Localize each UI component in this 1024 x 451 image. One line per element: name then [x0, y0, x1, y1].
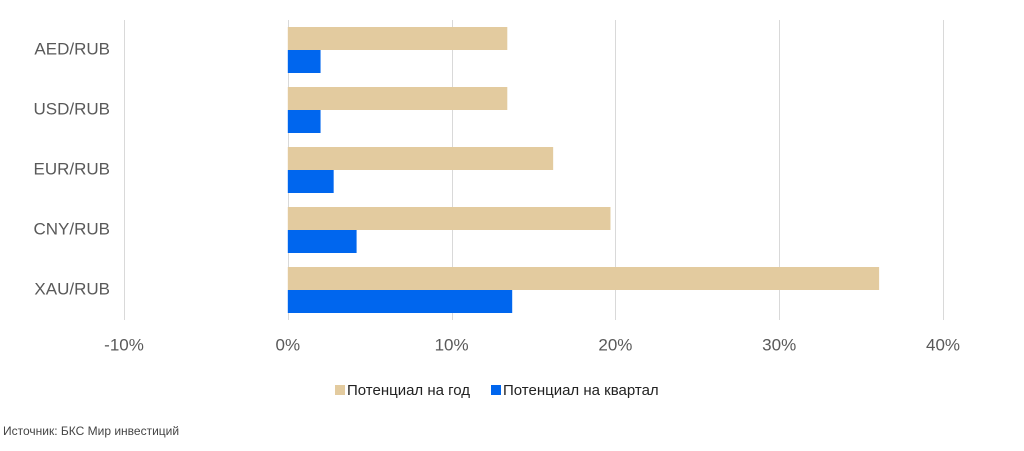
x-tick-label: 20%: [598, 335, 632, 354]
category-label: CNY/RUB: [33, 219, 110, 238]
bars: [287, 27, 880, 313]
bar-cny-rub-series-1: [287, 230, 357, 253]
category-label: USD/RUB: [33, 99, 110, 118]
category-label: AED/RUB: [34, 39, 110, 58]
bar-xau-rub-series-0: [287, 267, 880, 290]
category-label: XAU/RUB: [34, 279, 110, 298]
x-tick-label: 0%: [276, 335, 301, 354]
x-tick-label: 30%: [762, 335, 796, 354]
bar-usd-rub-series-1: [287, 110, 321, 133]
x-tick-labels: -10% 0% 10% 20% 30% 40%: [104, 335, 960, 354]
legend-label-0: Потенциал на год: [347, 382, 470, 399]
legend-label-1: Потенциал на квартал: [503, 382, 659, 399]
bar-xau-rub-series-1: [287, 290, 513, 313]
bar-eur-rub-series-0: [287, 147, 554, 170]
category-label: EUR/RUB: [33, 159, 110, 178]
bar-aed-rub-series-1: [287, 50, 321, 73]
x-tick-label: -10%: [104, 335, 144, 354]
bar-aed-rub-series-0: [287, 27, 508, 50]
bar-cny-rub-series-0: [287, 207, 611, 230]
category-labels: AED/RUB USD/RUB EUR/RUB CNY/RUB XAU/RUB: [33, 39, 110, 298]
source-note: Источник: БКС Мир инвестиций: [3, 424, 180, 438]
legend-swatch-0: [335, 385, 345, 395]
bar-usd-rub-series-0: [287, 87, 508, 110]
legend-swatch-1: [491, 385, 501, 395]
bar-eur-rub-series-1: [287, 170, 334, 193]
x-tick-label: 10%: [435, 335, 469, 354]
legend: Потенциал на год Потенциал на квартал: [335, 382, 659, 399]
x-tick-label: 40%: [926, 335, 960, 354]
